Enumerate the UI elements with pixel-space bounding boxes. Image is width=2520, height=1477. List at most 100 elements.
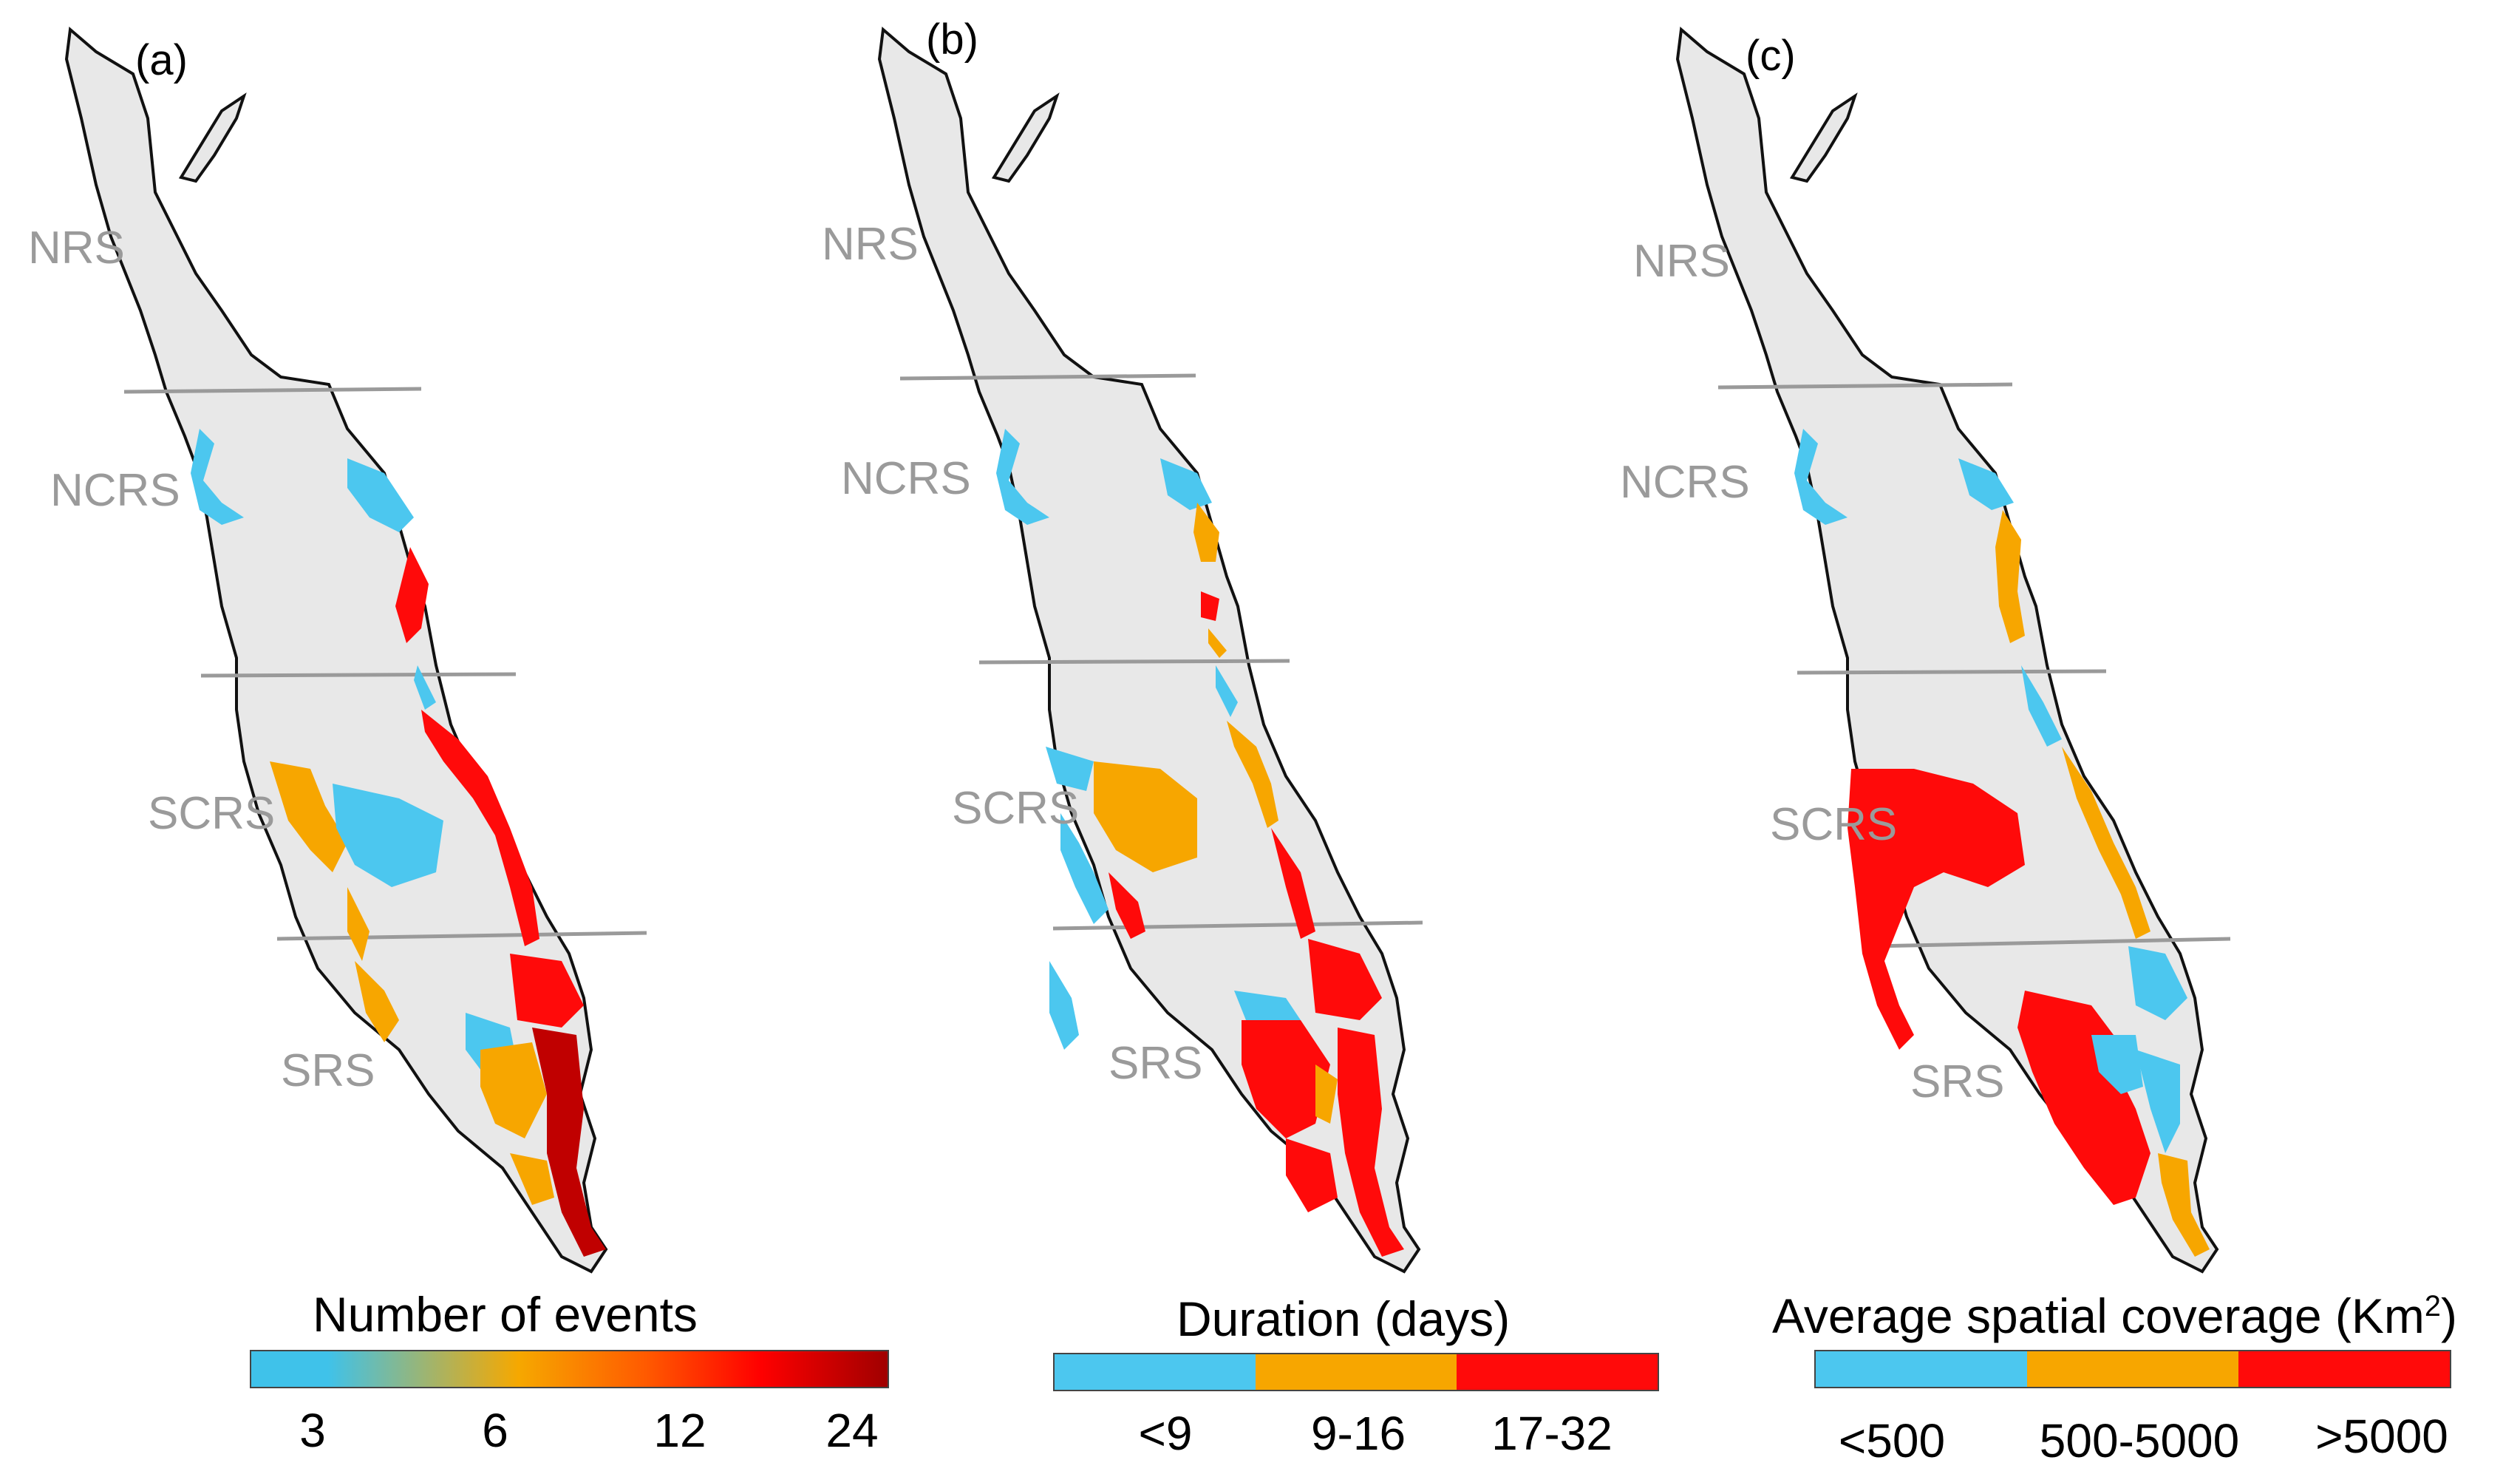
divider-1 bbox=[899, 373, 1196, 381]
orange-event-patch bbox=[355, 961, 399, 1042]
legend-title: Number of events bbox=[313, 1287, 698, 1342]
orange-event-patch bbox=[2062, 747, 2150, 939]
red-event-patch bbox=[1848, 769, 2025, 1050]
event-patches bbox=[996, 429, 1404, 1257]
red-event-patch bbox=[395, 547, 429, 643]
orange-event-patch bbox=[510, 1153, 554, 1205]
blue-event-patch bbox=[1049, 961, 1079, 1050]
blue-event-patch bbox=[1216, 665, 1238, 717]
gulf-of-aqaba bbox=[178, 92, 247, 183]
panel-label: (a) bbox=[135, 36, 188, 84]
blue-event-patch bbox=[2136, 1050, 2180, 1153]
region-label-ncrs: NCRS bbox=[841, 453, 971, 504]
red-sea-map bbox=[64, 27, 647, 1274]
panel-b: (b) NRS NCRS SCRS SRS Duration (days) <9… bbox=[798, 0, 1659, 1477]
orange-event-patch bbox=[270, 761, 347, 872]
region-label-scrs: SCRS bbox=[952, 783, 1080, 834]
blue-event-patch bbox=[2128, 946, 2187, 1020]
panel-a: (a) NRS NCRS SCRS SRS Number of events 3… bbox=[0, 0, 889, 1477]
orange-event-patch bbox=[2158, 1153, 2210, 1257]
event-patches bbox=[191, 429, 606, 1257]
blue-event-patch bbox=[1794, 429, 1848, 525]
divider-3 bbox=[1052, 920, 1423, 931]
region-label-srs: SRS bbox=[281, 1045, 375, 1096]
legend-tick: 12 bbox=[653, 1404, 706, 1457]
blue-event-patch bbox=[1234, 991, 1301, 1028]
divider-2 bbox=[1797, 669, 2107, 675]
region-label-ncrs: NCRS bbox=[50, 465, 180, 516]
red-event-patch bbox=[1242, 1020, 1330, 1138]
legend-tick: 6 bbox=[482, 1404, 508, 1457]
legend-tick: 3 bbox=[299, 1404, 326, 1457]
region-label-srs: SRS bbox=[1910, 1056, 2005, 1107]
blue-event-patch bbox=[2091, 1035, 2143, 1094]
legend-tick: 24 bbox=[825, 1404, 879, 1457]
orange-event-patch bbox=[1094, 761, 1197, 872]
gulf-of-aqaba bbox=[991, 92, 1060, 183]
legend-swatch-orange bbox=[1255, 1354, 1459, 1390]
gulf-of-aqaba bbox=[1789, 92, 1858, 183]
orange-event-patch bbox=[347, 887, 370, 961]
divider-1 bbox=[123, 387, 422, 394]
legend-swatch-blue bbox=[1055, 1354, 1257, 1390]
divider-1 bbox=[1717, 382, 2013, 390]
divider-3 bbox=[276, 931, 647, 941]
red-sea-map bbox=[877, 27, 1423, 1274]
red-event-patch bbox=[1109, 872, 1145, 939]
red-sea-map bbox=[1675, 27, 2231, 1274]
region-label-scrs: SCRS bbox=[1770, 799, 1898, 850]
blue-event-patch bbox=[1046, 747, 1094, 791]
blue-event-patch bbox=[996, 429, 1049, 525]
region-label-srs: SRS bbox=[1109, 1038, 1203, 1089]
legend-tick: <9 bbox=[1138, 1407, 1193, 1460]
region-label-nrs: NRS bbox=[822, 219, 919, 270]
divider-2 bbox=[200, 672, 517, 678]
orange-event-patch bbox=[1227, 721, 1278, 828]
blue-event-patch bbox=[347, 458, 414, 532]
legend-title: Average spatial coverage (Km2) bbox=[1772, 1288, 2457, 1343]
panel-c: (c) NRS NCRS SCRS SRS Average spatial co… bbox=[1604, 0, 2457, 1477]
orange-event-patch bbox=[480, 1042, 547, 1138]
red-event-patch bbox=[421, 710, 539, 946]
colorbar-continuous bbox=[250, 1350, 889, 1388]
region-label-scrs: SCRS bbox=[148, 788, 276, 839]
red-event-patch bbox=[1271, 828, 1315, 939]
event-patches bbox=[1794, 429, 2210, 1257]
legend-swatch-red bbox=[2238, 1351, 2450, 1387]
darkred-event-patch bbox=[532, 1028, 606, 1257]
red-event-patch bbox=[2017, 991, 2150, 1205]
blue-event-patch bbox=[1160, 458, 1212, 510]
legend-tick: 17-32 bbox=[1491, 1407, 1613, 1460]
panel-label: (b) bbox=[926, 16, 978, 64]
blue-event-patch bbox=[1958, 458, 2014, 510]
region-label-nrs: NRS bbox=[1633, 236, 1730, 287]
legend-tick: 9-16 bbox=[1310, 1407, 1406, 1460]
blue-event-patch bbox=[2021, 665, 2062, 747]
blue-event-patch bbox=[191, 429, 244, 525]
legend-tick: 500-5000 bbox=[2039, 1414, 2240, 1467]
blue-event-patch bbox=[1060, 813, 1109, 924]
orange-event-patch bbox=[1315, 1065, 1338, 1124]
red-event-patch bbox=[1201, 591, 1219, 621]
divider-3 bbox=[1870, 937, 2231, 948]
colorbar-categorical bbox=[1814, 1350, 2451, 1388]
legend-title: Duration (days) bbox=[1176, 1291, 1511, 1346]
legend-swatch-red bbox=[1457, 1354, 1658, 1390]
legend-swatch-blue bbox=[1816, 1351, 2029, 1387]
orange-event-patch bbox=[1995, 510, 2025, 643]
legend-tick: <500 bbox=[1838, 1414, 1946, 1467]
red-event-patch bbox=[1308, 939, 1382, 1020]
region-label-ncrs: NCRS bbox=[1620, 457, 1750, 508]
colorbar-categorical bbox=[1053, 1353, 1659, 1391]
divider-2 bbox=[978, 659, 1290, 665]
red-event-patch bbox=[510, 954, 584, 1028]
red-event-patch bbox=[1338, 1028, 1404, 1257]
panel-label: (c) bbox=[1746, 32, 1796, 80]
legend-swatch-orange bbox=[2026, 1351, 2241, 1387]
blue-event-patch bbox=[414, 665, 436, 710]
red-event-patch bbox=[1286, 1138, 1338, 1212]
legend-tick: >5000 bbox=[2315, 1410, 2448, 1463]
orange-event-patch bbox=[1208, 628, 1227, 658]
blue-event-patch bbox=[333, 784, 443, 887]
region-label-nrs: NRS bbox=[28, 223, 125, 274]
